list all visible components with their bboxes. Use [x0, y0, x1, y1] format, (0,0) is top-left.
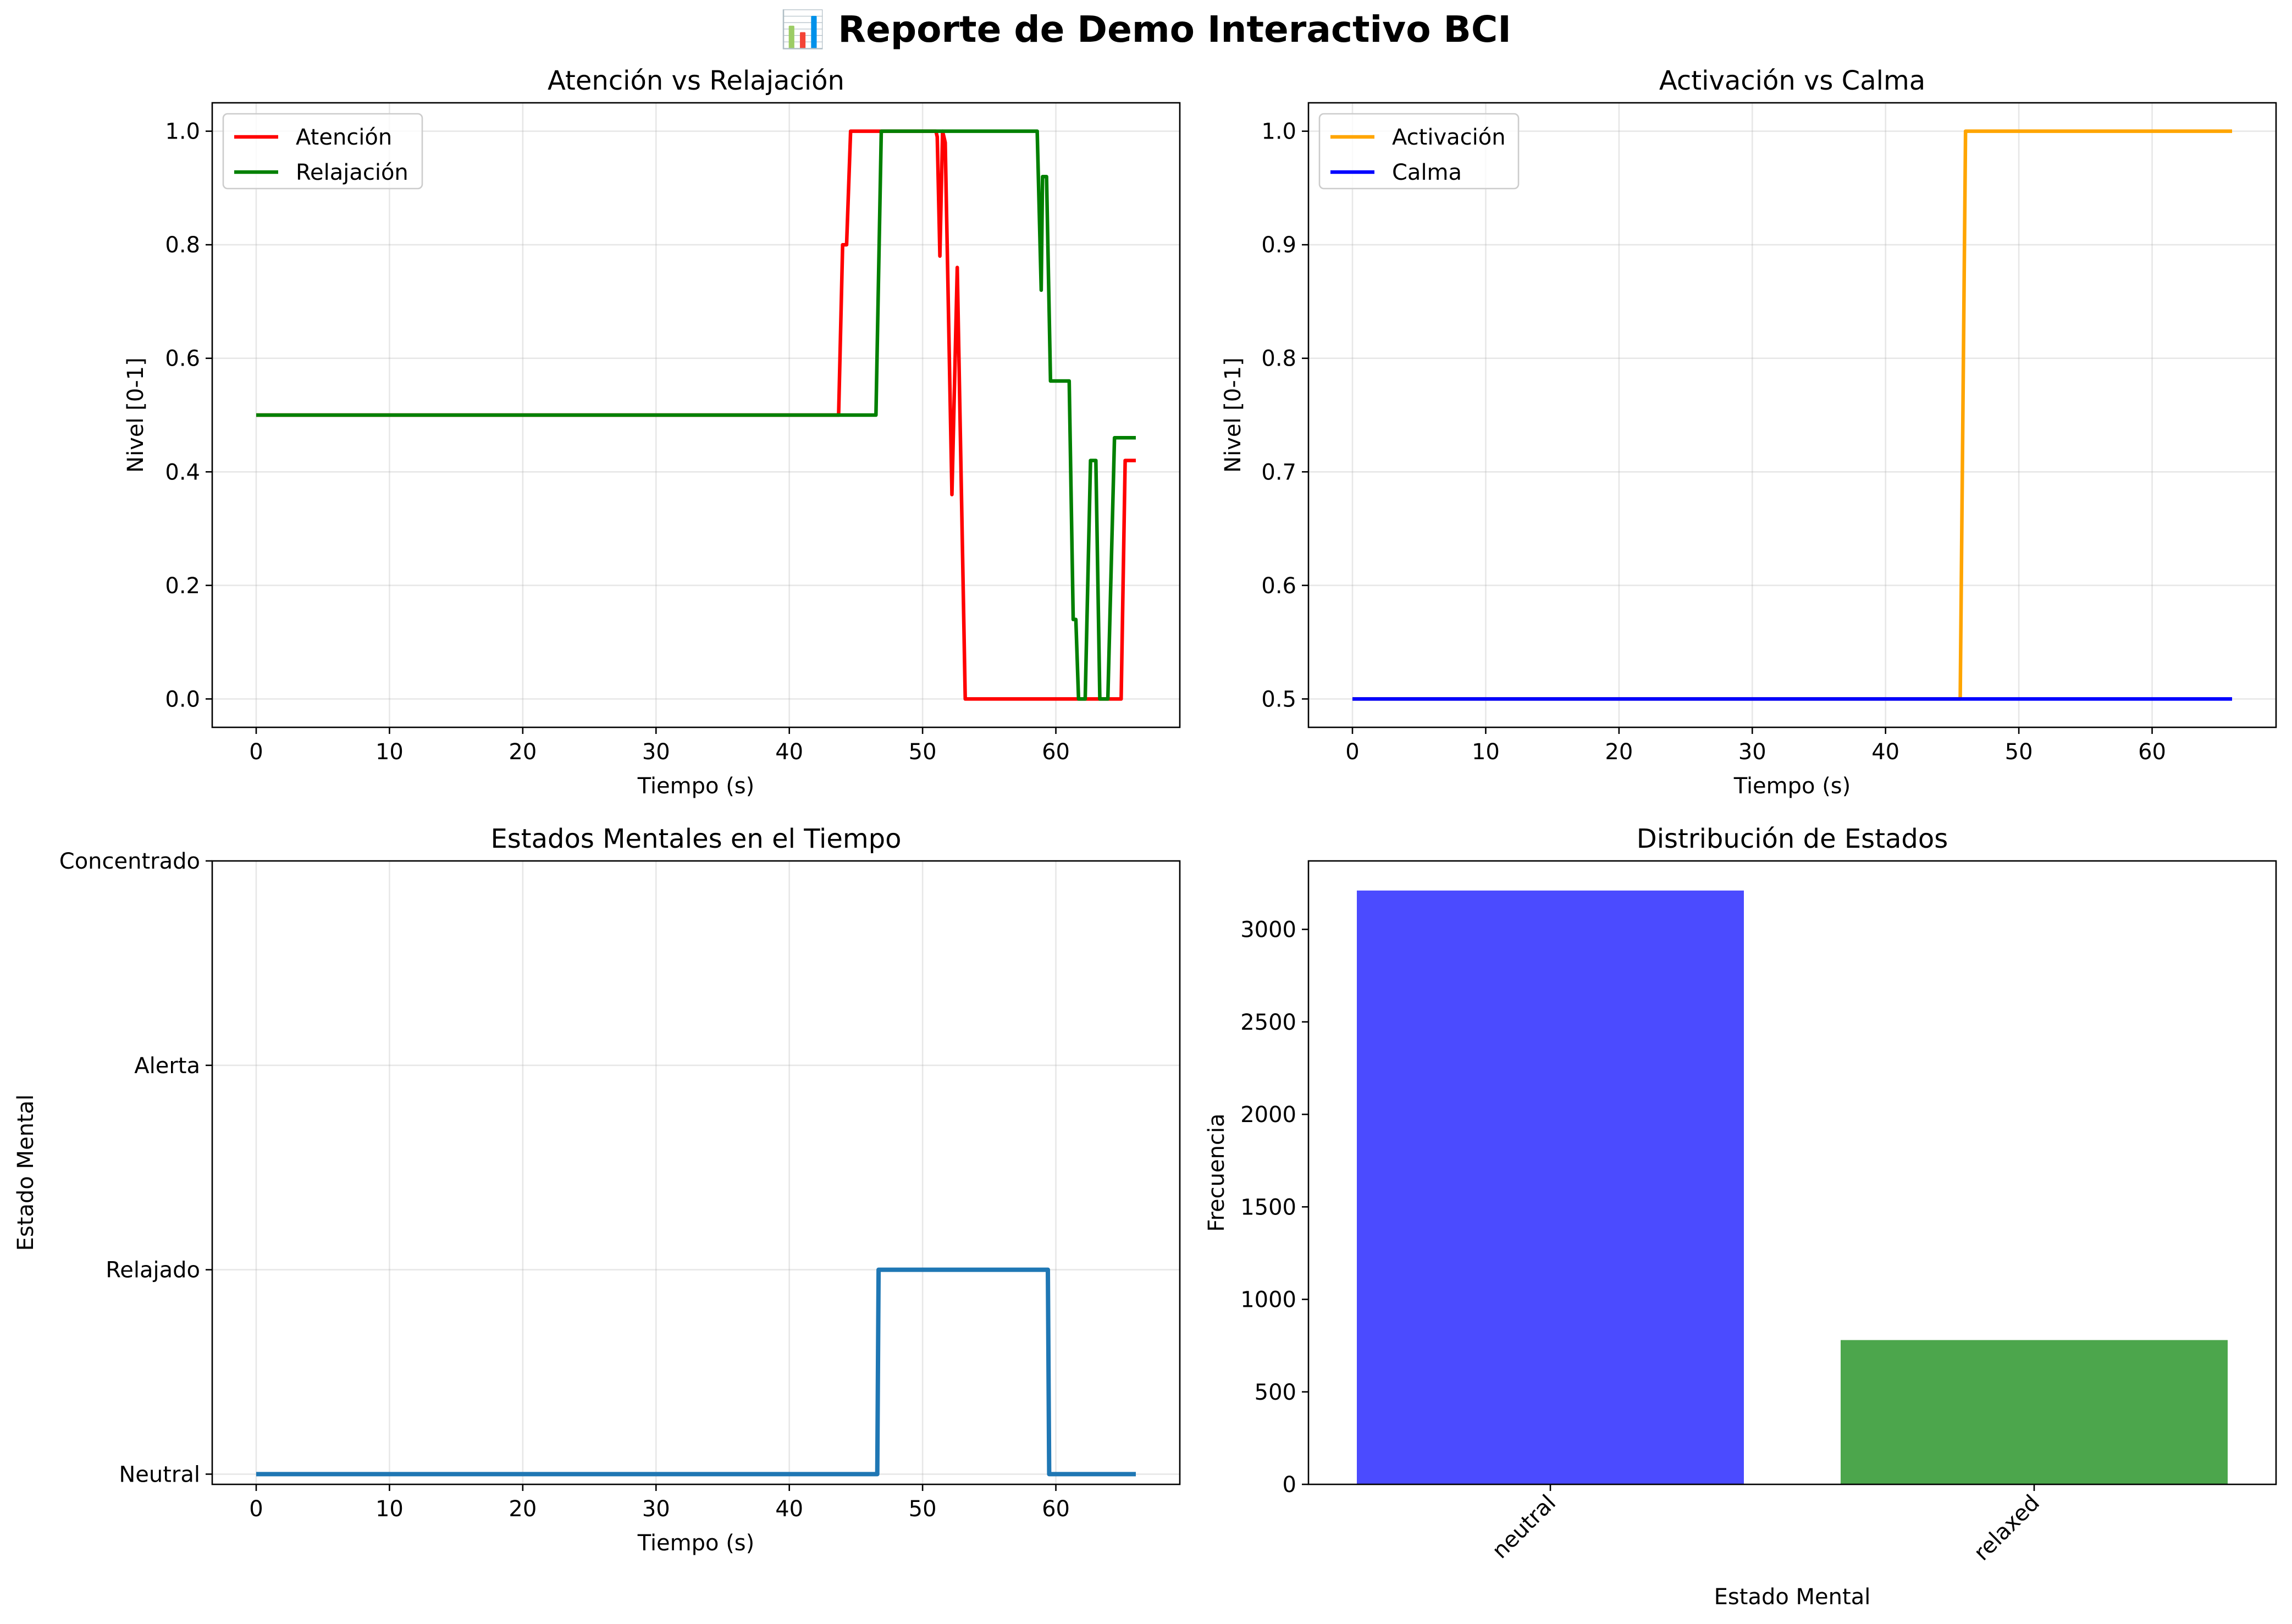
figure-title: 📊 Reporte de Demo Interactivo BCI — [780, 8, 1511, 51]
axes-frame — [211, 102, 1181, 728]
x-tick-label: 0 — [249, 1496, 263, 1522]
y-tick-label: 1500 — [1240, 1195, 1296, 1220]
x-tick-label-neutral: neutral — [1487, 1490, 1561, 1564]
panel-atencion-relajacion: 0 10 20 30 40 50 60 0.0 0.2 0.4 0.6 0.8 1.0 Atención … — [123, 65, 1181, 799]
y-tick-label: 0.5 — [1261, 687, 1296, 712]
y-tick-label: 1.0 — [165, 119, 200, 145]
x-tick-label: 50 — [909, 1496, 937, 1522]
panel-estados-mentales: 0 10 20 30 40 50 60 Neutral Relajado Alerta Concen… — [13, 824, 1181, 1556]
bar-relaxed — [1841, 1340, 2228, 1484]
x-tick-label: 50 — [2005, 739, 2033, 765]
panel-activacion-calma: 0 10 20 30 40 50 60 0.5 0.6 0.7 0.8 0.9 1.0 Activació… — [1220, 65, 2277, 799]
legend: Activación Calma — [1318, 113, 1520, 190]
x-tick-label-relaxed: relaxed — [1969, 1490, 2045, 1566]
panel-distribucion-estados: neutral relaxed 0 500 1000 1500 2000 2500 3000 Di… — [1204, 824, 2277, 1610]
y-axis-label: Nivel [0-1] — [1220, 357, 1246, 473]
y-tick-label: 0.9 — [1261, 233, 1296, 258]
legend-box — [222, 113, 423, 190]
legend: Atención Relajación — [222, 113, 423, 190]
y-axis-label: Frecuencia — [1204, 1113, 1229, 1231]
y-tick-label: 0.6 — [165, 346, 200, 372]
bar-neutral — [1357, 890, 1744, 1484]
x-axis-label: Estado Mental — [1714, 1584, 1871, 1610]
series-line-relajación — [256, 129, 1136, 701]
x-tick-label: 30 — [642, 1496, 670, 1522]
series-line-estado — [256, 1267, 1136, 1477]
y-tick-label: 3000 — [1240, 918, 1296, 943]
y-tick-label: Relajado — [106, 1258, 200, 1283]
series-line-activación — [1352, 129, 2232, 701]
x-tick-label: 20 — [509, 1496, 537, 1522]
axes-frame — [211, 860, 1181, 1485]
x-tick-label: 0 — [249, 739, 263, 765]
y-tick-label: Alerta — [134, 1053, 200, 1079]
panel-title: Distribución de Estados — [1637, 824, 1948, 854]
y-tick-label: 0.2 — [165, 573, 200, 599]
y-tick-label: 1000 — [1240, 1288, 1296, 1313]
x-tick-label: 50 — [909, 739, 937, 765]
x-tick-label: 30 — [642, 739, 670, 765]
x-axis-label: Tiempo (s) — [1733, 774, 1851, 799]
axes-frame — [1307, 860, 2277, 1485]
y-axis-label: Estado Mental — [13, 1095, 38, 1251]
x-tick-label: 60 — [1042, 739, 1070, 765]
y-tick-label: 2500 — [1240, 1010, 1296, 1035]
series-line-atención — [256, 129, 1136, 701]
legend-box — [1318, 113, 1520, 190]
x-tick-label: 40 — [1871, 739, 1899, 765]
x-tick-label: 10 — [375, 1496, 404, 1522]
panel-title: Activación vs Calma — [1659, 65, 1925, 96]
y-tick-label: 500 — [1255, 1380, 1296, 1405]
y-tick-label: Concentrado — [59, 849, 200, 874]
x-tick-label: 60 — [2138, 739, 2166, 765]
x-tick-label: 40 — [775, 739, 803, 765]
x-tick-label: 60 — [1042, 1496, 1070, 1522]
y-axis-label: Nivel [0-1] — [123, 357, 148, 473]
x-tick-label: 20 — [509, 739, 537, 765]
y-tick-label: 2000 — [1240, 1102, 1296, 1128]
legend-label: Relajación — [296, 160, 408, 185]
y-tick-label: 0.7 — [1261, 460, 1296, 485]
x-tick-label: 10 — [375, 739, 404, 765]
panel-title: Atención vs Relajación — [548, 65, 844, 96]
y-tick-label: 0.4 — [165, 460, 200, 485]
y-tick-label: 0.8 — [165, 233, 200, 258]
legend-label: Calma — [1392, 160, 1462, 185]
x-tick-label: 30 — [1738, 739, 1766, 765]
x-tick-label: 40 — [775, 1496, 803, 1522]
y-tick-label: 0.8 — [1261, 346, 1296, 372]
x-tick-label: 0 — [1345, 739, 1359, 765]
x-tick-label: 20 — [1605, 739, 1633, 765]
y-tick-label: 1.0 — [1261, 119, 1296, 145]
y-tick-label: Neutral — [119, 1462, 200, 1487]
y-tick-label: 0.6 — [1261, 573, 1296, 599]
axes-frame — [1307, 102, 2277, 728]
y-tick-label: 0 — [1283, 1472, 1296, 1498]
x-tick-label: 10 — [1472, 739, 1500, 765]
y-tick-label: 0.0 — [165, 687, 200, 712]
legend-label: Atención — [296, 125, 392, 150]
legend-label: Activación — [1392, 125, 1506, 150]
x-axis-label: Tiempo (s) — [637, 1531, 755, 1556]
panel-title: Estados Mentales en el Tiempo — [490, 824, 901, 854]
x-axis-label: Tiempo (s) — [637, 774, 755, 799]
